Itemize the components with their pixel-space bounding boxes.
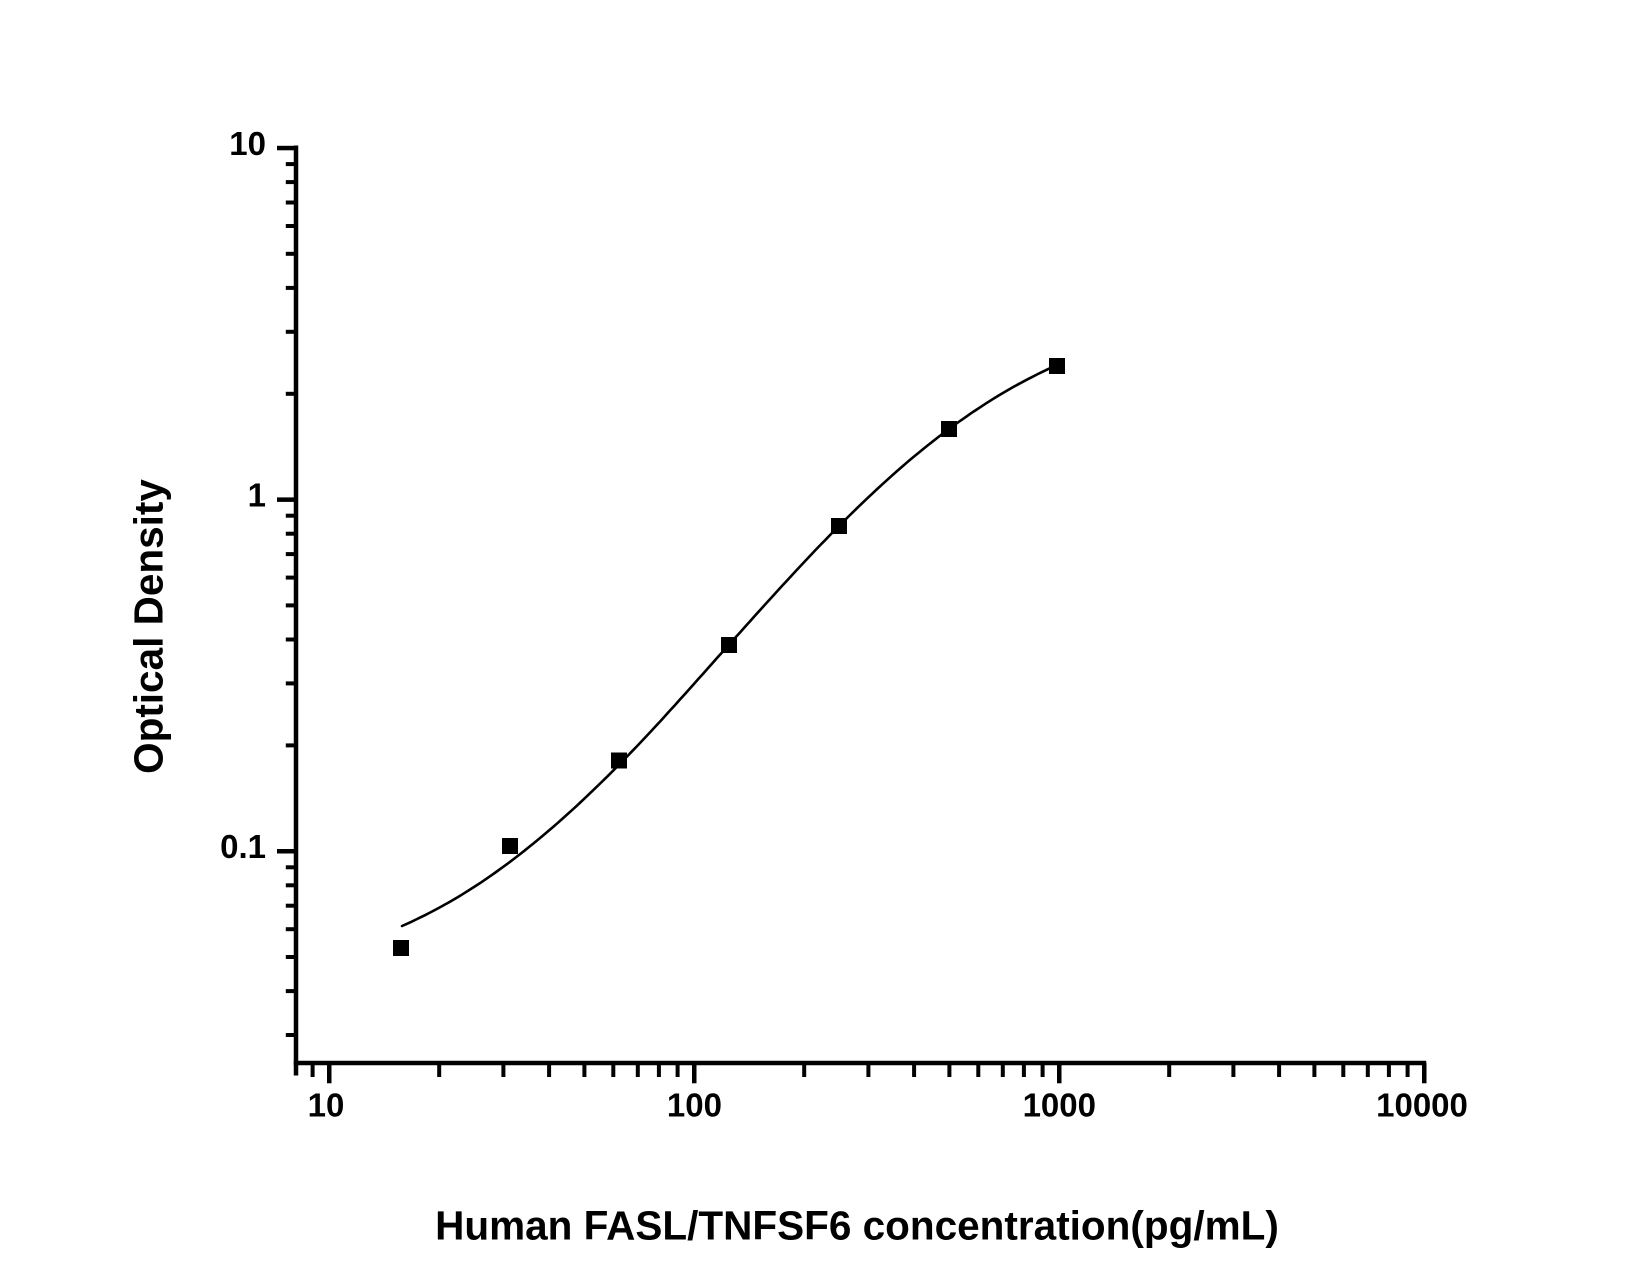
svg-text:1000: 1000: [1023, 1087, 1096, 1124]
svg-text:10: 10: [308, 1087, 345, 1124]
svg-text:10000: 10000: [1376, 1087, 1468, 1124]
svg-text:Human FASL/TNFSF6 concentratio: Human FASL/TNFSF6 concentration(pg/mL): [435, 1203, 1279, 1249]
svg-text:Optical Density: Optical Density: [126, 479, 172, 774]
svg-text:1: 1: [248, 477, 266, 514]
svg-text:10: 10: [229, 125, 266, 162]
svg-text:0.1: 0.1: [220, 828, 266, 865]
svg-text:100: 100: [667, 1087, 722, 1124]
